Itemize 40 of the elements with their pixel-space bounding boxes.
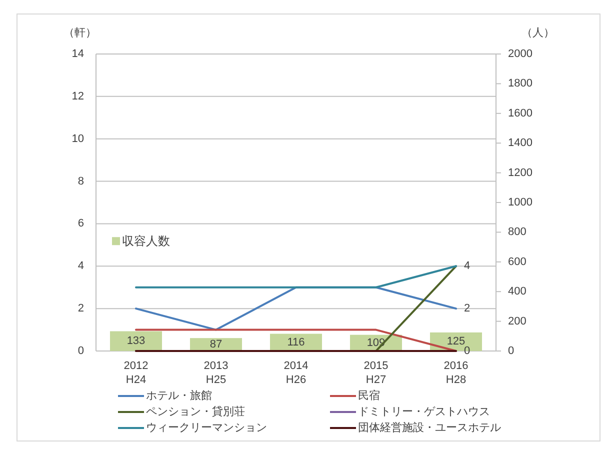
- data-label: 133: [126, 335, 146, 348]
- y-tick-label: 4: [78, 260, 84, 272]
- y-tick-label: 6: [78, 218, 84, 230]
- y-tick-label: 0: [78, 345, 84, 357]
- y2-tick-label: 600: [508, 256, 526, 268]
- x-tick-label: 2015 H27: [364, 360, 388, 386]
- y2-tick-label: 2000: [508, 48, 532, 60]
- x-tick-label: 2014 H26: [284, 360, 308, 386]
- data-label: 4: [464, 260, 470, 272]
- y2-tick-label: 400: [508, 286, 526, 298]
- y2-tick-label: 1800: [508, 78, 532, 90]
- y-tick-label: 2: [78, 302, 84, 315]
- x-tick-label: 2016 H28: [444, 360, 468, 386]
- x-tick-label: 2012 H24: [124, 360, 148, 386]
- y2-tick-label: 0: [508, 345, 514, 357]
- data-label: 0: [464, 345, 470, 357]
- data-label: 125: [446, 336, 466, 348]
- data-label: 2: [464, 302, 470, 315]
- y2-tick-label: 200: [508, 315, 526, 328]
- y2-tick-label: 800: [508, 226, 526, 238]
- x-tick-label: 2013 H25: [204, 360, 228, 386]
- y2-tick-label: 1200: [508, 166, 532, 179]
- legend-label: 民宿: [358, 389, 380, 402]
- y2-tick-label: 1400: [508, 137, 532, 150]
- legend-label: ホテル・旅館: [146, 389, 212, 402]
- y-tick-label: 10: [72, 132, 84, 145]
- y-tick-label: 8: [78, 175, 84, 188]
- legend-label: 収容人数: [122, 234, 170, 248]
- y-tick-label: 12: [72, 90, 84, 102]
- y2-tick-label: 1000: [508, 196, 532, 208]
- y2-axis-title: （人）: [522, 27, 554, 39]
- legend-label: 団体経営施設・ユースホテル: [358, 421, 501, 434]
- y-axis-title: （軒）: [64, 27, 96, 39]
- y-tick-label: 14: [72, 48, 84, 60]
- legend-label: ドミトリー・ゲストハウス: [358, 406, 490, 418]
- legend-label: ペンション・貸別荘: [146, 405, 245, 418]
- data-label: 87: [210, 338, 222, 351]
- data-label: 116: [287, 336, 305, 348]
- legend-label: ウィークリーマンション: [146, 422, 267, 434]
- y2-tick-label: 1600: [508, 107, 532, 120]
